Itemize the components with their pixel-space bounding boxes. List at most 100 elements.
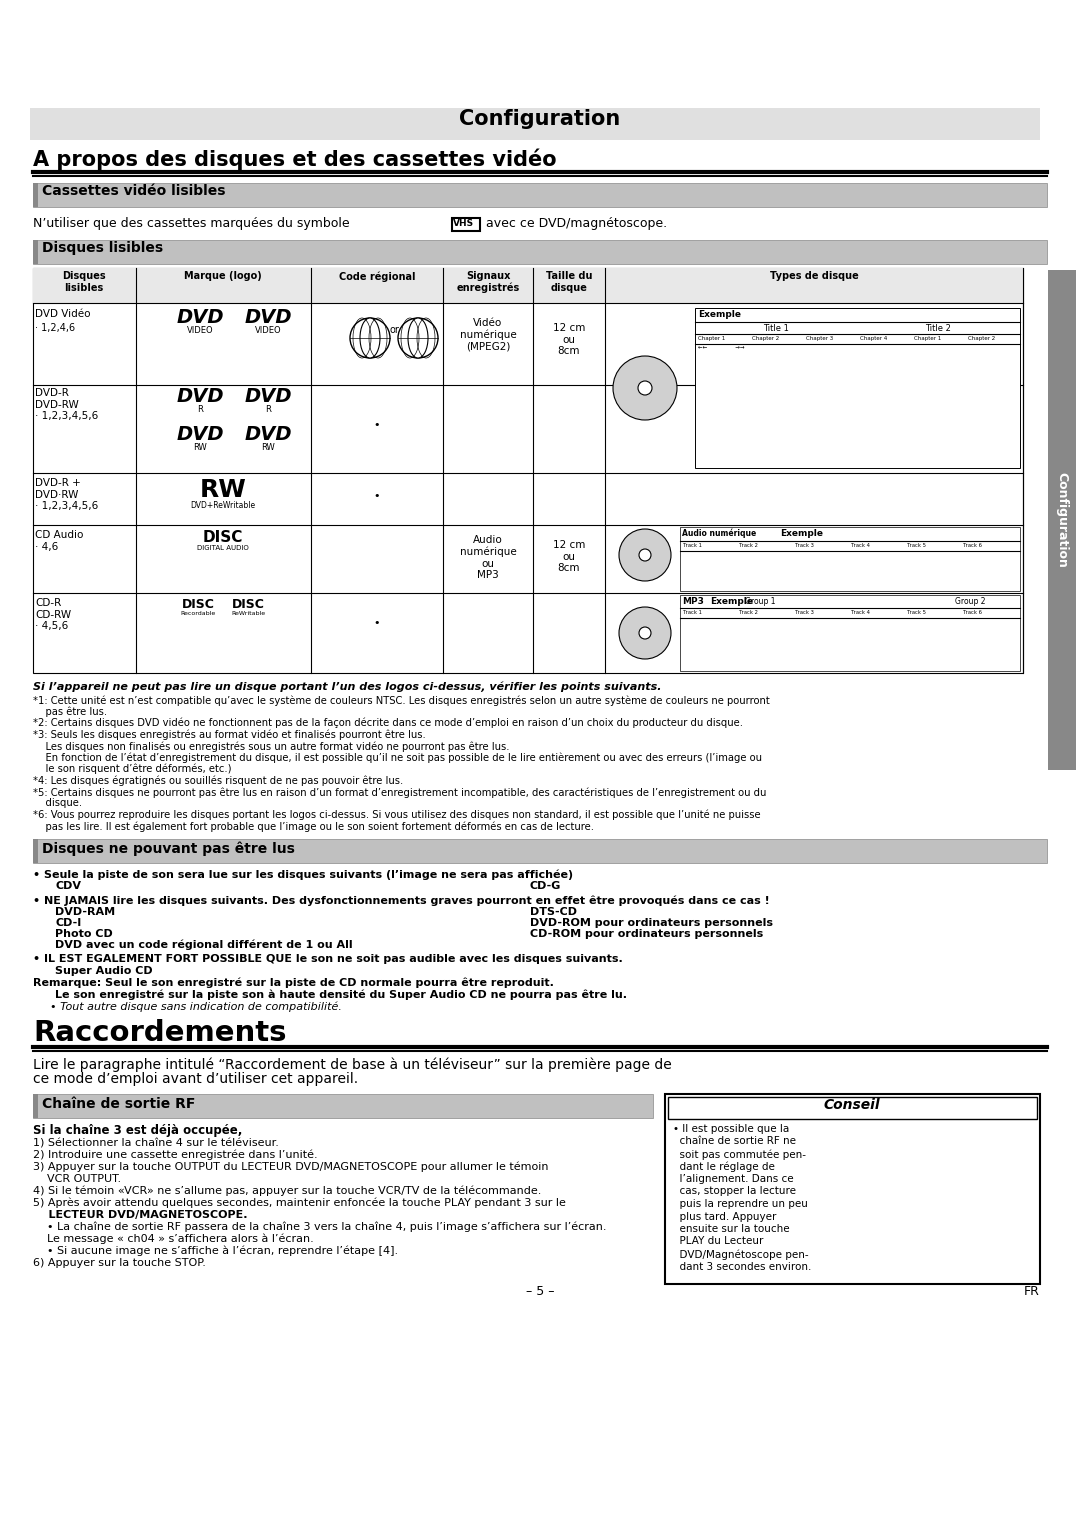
- Text: •: •: [374, 420, 380, 429]
- Text: Chaîne de sortie RF: Chaîne de sortie RF: [42, 1097, 195, 1111]
- Text: • Tout autre disque sans indication de compatibilité.: • Tout autre disque sans indication de c…: [50, 1001, 342, 1012]
- Bar: [33, 267, 1023, 303]
- Text: Signaux
enregistrés: Signaux enregistrés: [457, 270, 519, 293]
- Text: R: R: [197, 405, 203, 414]
- Text: Track 3: Track 3: [795, 610, 814, 614]
- Text: DVD-R
DVD-RW
· 1,2,3,4,5,6: DVD-R DVD-RW · 1,2,3,4,5,6: [35, 388, 98, 422]
- Text: *1: Cette unité est n’est compatible qu’avec le système de couleurs NTSC. Les di: *1: Cette unité est n’est compatible qu’…: [33, 695, 770, 706]
- Text: Chapter 1: Chapter 1: [914, 336, 942, 341]
- Text: CD-ROM pour ordinateurs personnels: CD-ROM pour ordinateurs personnels: [530, 929, 764, 940]
- Bar: [30, 108, 1040, 141]
- Text: Remarque: Seul le son enregistré sur la piste de CD normale pourra être reprodui: Remarque: Seul le son enregistré sur la …: [33, 978, 554, 989]
- Text: FR: FR: [1024, 1285, 1040, 1297]
- Text: DVD-RAM: DVD-RAM: [55, 908, 116, 917]
- Text: Group 1: Group 1: [745, 597, 775, 607]
- Text: avec ce DVD/magnétoscope.: avec ce DVD/magnétoscope.: [482, 217, 667, 231]
- Circle shape: [638, 380, 652, 396]
- Text: disque.: disque.: [33, 799, 82, 808]
- Circle shape: [619, 529, 671, 581]
- Text: plus tard. Appuyer: plus tard. Appuyer: [673, 1212, 777, 1221]
- Text: Exemple: Exemple: [710, 597, 753, 607]
- Text: PLAY du Lecteur: PLAY du Lecteur: [673, 1236, 764, 1247]
- Text: En fonction de l’état d’enregistrement du disque, il est possible qu’il ne soit : En fonction de l’état d’enregistrement d…: [33, 752, 762, 762]
- Text: VIDEO: VIDEO: [255, 325, 281, 335]
- Text: • Il est possible que la: • Il est possible que la: [673, 1125, 789, 1134]
- Text: R: R: [265, 405, 271, 414]
- Text: Audio
numérique
ou
MP3: Audio numérique ou MP3: [460, 535, 516, 581]
- Text: *3: Seuls les disques enregistrés au format vidéo et finalisés pourront être lus: *3: Seuls les disques enregistrés au for…: [33, 729, 426, 740]
- Text: 4) Si le témoin «VCR» ne s’allume pas, appuyer sur la touche VCR/TV de la téléco: 4) Si le témoin «VCR» ne s’allume pas, a…: [33, 1186, 541, 1196]
- Text: • La chaîne de sortie RF passera de la chaîne 3 vers la chaîne 4, puis l’image s: • La chaîne de sortie RF passera de la c…: [33, 1222, 607, 1233]
- Text: •: •: [374, 490, 380, 501]
- Circle shape: [639, 626, 651, 639]
- Text: chaîne de sortie RF ne: chaîne de sortie RF ne: [673, 1137, 796, 1146]
- Text: · 1,2,4,6: · 1,2,4,6: [35, 322, 76, 333]
- Text: Cassettes vidéo lisibles: Cassettes vidéo lisibles: [42, 183, 226, 199]
- Text: dant le réglage de: dant le réglage de: [673, 1161, 774, 1172]
- Text: VCR OUTPUT.: VCR OUTPUT.: [33, 1174, 121, 1184]
- Text: CD-R
CD-RW
· 4,5,6: CD-R CD-RW · 4,5,6: [35, 597, 71, 631]
- Bar: [33, 839, 38, 863]
- Text: DISC: DISC: [231, 597, 265, 611]
- Text: DIGITAL AUDIO: DIGITAL AUDIO: [198, 545, 248, 552]
- Text: DISC: DISC: [181, 597, 215, 611]
- Text: *2: Certains disques DVD vidéo ne fonctionnent pas de la façon décrite dans ce m: *2: Certains disques DVD vidéo ne foncti…: [33, 718, 743, 729]
- Text: DVD Vidéo: DVD Vidéo: [35, 309, 91, 319]
- Text: Chapter 2: Chapter 2: [752, 336, 780, 341]
- Ellipse shape: [360, 318, 380, 358]
- Text: 2) Introduire une cassette enregistrée dans l’unité.: 2) Introduire une cassette enregistrée d…: [33, 1151, 318, 1160]
- Text: soit pas commutée pen-: soit pas commutée pen-: [673, 1149, 806, 1160]
- Bar: [680, 527, 1020, 591]
- Bar: [453, 219, 480, 231]
- Text: dant 3 secondes environ.: dant 3 secondes environ.: [673, 1262, 811, 1271]
- Text: Si la chaîne 3 est déjà occupée,: Si la chaîne 3 est déjà occupée,: [33, 1125, 242, 1137]
- Text: l’alignement. Dans ce: l’alignement. Dans ce: [673, 1174, 794, 1184]
- Text: Track 1: Track 1: [683, 542, 702, 549]
- Text: CD-I: CD-I: [55, 918, 81, 927]
- Bar: [33, 839, 1047, 863]
- Text: puis la reprendre un peu: puis la reprendre un peu: [673, 1199, 808, 1209]
- Text: DVD: DVD: [244, 309, 292, 327]
- Circle shape: [619, 607, 671, 659]
- Text: Photo CD: Photo CD: [55, 929, 112, 940]
- Text: Audio numérique: Audio numérique: [681, 529, 756, 538]
- Text: le son risquent d’être déformés, etc.): le son risquent d’être déformés, etc.): [33, 764, 231, 775]
- Text: Recordable: Recordable: [180, 611, 216, 616]
- Text: 1) Sélectionner la chaîne 4 sur le téléviseur.: 1) Sélectionner la chaîne 4 sur le télév…: [33, 1138, 279, 1148]
- Text: • Si aucune image ne s’affiche à l’écran, reprendre l’étape [4].: • Si aucune image ne s’affiche à l’écran…: [33, 1245, 399, 1256]
- Text: ce mode d’emploi avant d’utiliser cet appareil.: ce mode d’emploi avant d’utiliser cet ap…: [33, 1073, 359, 1086]
- Bar: [1048, 270, 1076, 770]
- Text: DVD: DVD: [176, 425, 224, 445]
- Text: Track 2: Track 2: [739, 610, 758, 614]
- Text: DVD: DVD: [176, 309, 224, 327]
- Text: 5) Après avoir attendu quelques secondes, maintenir enfoncée la touche PLAY pend: 5) Après avoir attendu quelques secondes…: [33, 1198, 566, 1209]
- Text: Lire le paragraphe intitulé “Raccordement de base à un téléviseur” sur la premiè: Lire le paragraphe intitulé “Raccordemen…: [33, 1057, 672, 1071]
- Text: Track 2: Track 2: [739, 542, 758, 549]
- Circle shape: [399, 318, 438, 358]
- Text: ←←                →→: ←← →→: [698, 345, 744, 350]
- Text: Raccordements: Raccordements: [33, 1019, 286, 1047]
- Circle shape: [613, 356, 677, 420]
- Text: DVD+ReWritable: DVD+ReWritable: [190, 501, 256, 510]
- Text: RW: RW: [261, 443, 275, 452]
- Text: CD Audio
· 4,6: CD Audio · 4,6: [35, 530, 83, 552]
- Text: Vidéo
numérique
(MPEG2): Vidéo numérique (MPEG2): [460, 318, 516, 351]
- Text: *4: Les disques égratignés ou souillés risquent de ne pas pouvoir être lus.: *4: Les disques égratignés ou souillés r…: [33, 776, 403, 785]
- Bar: [665, 1094, 1040, 1284]
- Text: Track 5: Track 5: [907, 610, 926, 614]
- Text: •: •: [374, 617, 380, 628]
- Text: ReWritable: ReWritable: [231, 611, 265, 616]
- Text: Track 1: Track 1: [683, 610, 702, 614]
- Text: RW: RW: [193, 443, 207, 452]
- Text: • IL EST EGALEMENT FORT POSSIBLE QUE le son ne soit pas audible avec les disques: • IL EST EGALEMENT FORT POSSIBLE QUE le …: [33, 953, 623, 964]
- Text: Types de disque: Types de disque: [770, 270, 859, 281]
- Text: A propos des disques et des cassettes vidéo: A propos des disques et des cassettes vi…: [33, 148, 556, 170]
- Text: ensuite sur la touche: ensuite sur la touche: [673, 1224, 789, 1235]
- Text: Group 2: Group 2: [955, 597, 985, 607]
- Text: DVD: DVD: [244, 425, 292, 445]
- Text: 12 cm
ou
8cm: 12 cm ou 8cm: [553, 539, 585, 573]
- Text: CD-G: CD-G: [530, 882, 562, 891]
- Ellipse shape: [408, 318, 428, 358]
- Text: • Seule la piste de son sera lue sur les disques suivants (l’image ne sera pas a: • Seule la piste de son sera lue sur les…: [33, 869, 573, 880]
- Text: cas, stopper la lecture: cas, stopper la lecture: [673, 1187, 796, 1196]
